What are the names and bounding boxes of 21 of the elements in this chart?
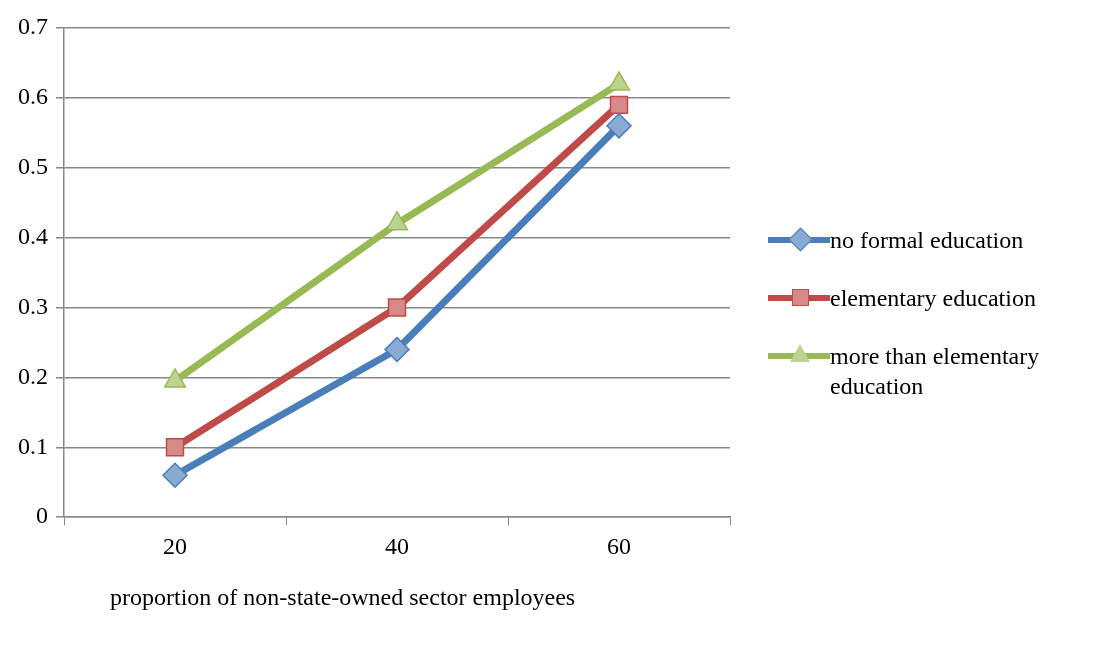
x-tick-label: 60	[607, 532, 631, 559]
point	[387, 298, 407, 317]
point	[609, 95, 629, 115]
point	[606, 113, 632, 139]
y-tick-label: 0.6	[18, 83, 48, 110]
legend-label: elementary education	[830, 284, 1036, 313]
y-tick-label: 0.5	[18, 153, 48, 180]
x-axis-title: proportion of non-state-owned sector employees	[110, 583, 577, 612]
y-tick-label: 0.2	[18, 362, 48, 389]
y-tick-label: 0.7	[18, 13, 48, 40]
legend-label: no formal education	[830, 226, 1024, 255]
x-tick-label: 20	[163, 532, 187, 559]
y-tick-label: 0.3	[18, 292, 48, 319]
point	[162, 462, 188, 489]
x-tick-label: 40	[385, 532, 409, 559]
legend-label: more than elementary education	[830, 342, 1041, 401]
y-tick-label: 0.4	[18, 222, 48, 249]
y-tick-label: 0.1	[18, 432, 48, 459]
y-tick-label: 0	[36, 502, 48, 529]
point	[384, 336, 410, 363]
point	[165, 438, 185, 457]
